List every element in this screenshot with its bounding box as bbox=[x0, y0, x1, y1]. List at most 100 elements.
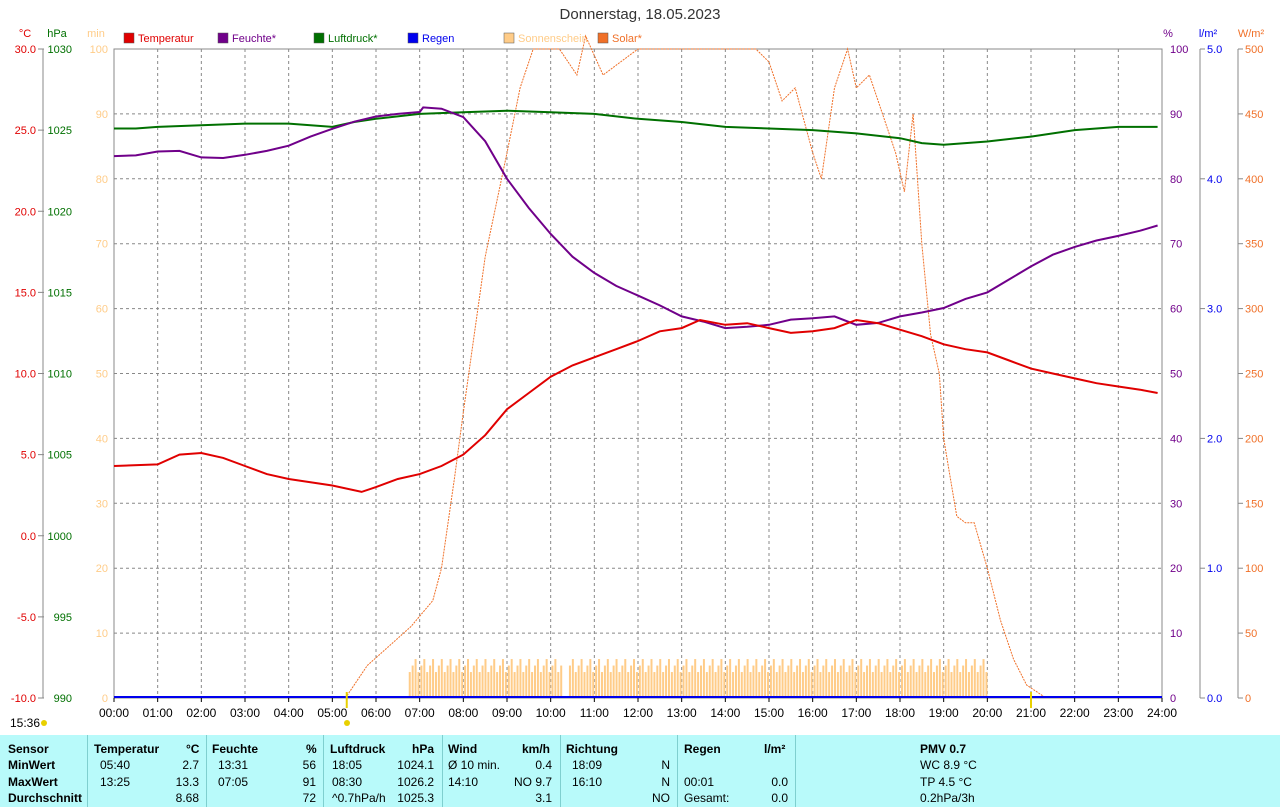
pressure-tick-label: 1005 bbox=[48, 450, 72, 462]
x-tick-label: 19:00 bbox=[929, 706, 959, 720]
sunshine-bar bbox=[790, 659, 793, 698]
sunshine-bar bbox=[734, 665, 737, 698]
sunshine-bar bbox=[624, 659, 627, 698]
sunshine-bar bbox=[536, 659, 539, 698]
x-tick-label: 24:00 bbox=[1147, 706, 1177, 720]
rain-tick-label: 0.0 bbox=[1207, 693, 1222, 705]
sunshine-bar bbox=[618, 672, 621, 698]
sunshine-bar bbox=[979, 665, 982, 698]
sunshine-bar bbox=[915, 672, 918, 698]
sunshine-bar bbox=[784, 672, 787, 698]
legend-label-humidity: Feuchte* bbox=[232, 33, 277, 45]
sunshine-bar bbox=[589, 659, 592, 698]
legend-label-temperature: Temperatur bbox=[138, 33, 194, 45]
header-direction: Richtung bbox=[566, 742, 618, 756]
sunshine-bar bbox=[799, 659, 802, 698]
x-tick-label: 22:00 bbox=[1060, 706, 1090, 720]
sunshine-bar bbox=[854, 672, 857, 698]
stat-press-val: 1025.3 bbox=[397, 791, 434, 805]
sunshine-bar bbox=[493, 659, 496, 698]
humidity-axis-unit: % bbox=[1163, 28, 1173, 40]
sunshine-bar bbox=[545, 659, 548, 698]
stat-dir-val: N bbox=[661, 758, 670, 772]
x-tick-label: 10:00 bbox=[536, 706, 566, 720]
sunshine-bar bbox=[892, 665, 895, 698]
pressure-tick-label: 1020 bbox=[48, 206, 72, 218]
sunshine-bar bbox=[953, 665, 956, 698]
solar-tick-label: 250 bbox=[1245, 369, 1263, 381]
sunshine-bar bbox=[781, 659, 784, 698]
statistics-panel: Sensor Temperatur °C Feuchte % Luftdruck… bbox=[0, 735, 1280, 807]
sunshine-bar bbox=[501, 659, 504, 698]
legend-swatch-rain bbox=[407, 32, 419, 44]
stat-hum-val: 72 bbox=[302, 791, 316, 805]
sunshine-bar bbox=[967, 672, 970, 698]
sunshine-bar bbox=[930, 659, 933, 698]
sunshine-bar bbox=[778, 665, 781, 698]
sunshine-bar bbox=[650, 659, 653, 698]
humidity-tick-label: 70 bbox=[1170, 239, 1182, 251]
column-separator bbox=[560, 735, 561, 807]
header-sensor: Sensor bbox=[8, 742, 49, 756]
humidity-line bbox=[113, 106, 1158, 330]
sunshine-bar bbox=[959, 672, 962, 698]
sunshine-bar bbox=[761, 665, 764, 698]
sunshine-tick-label: 0 bbox=[102, 693, 108, 705]
sunshine-bar bbox=[758, 672, 761, 698]
x-tick-label: 23:00 bbox=[1103, 706, 1133, 720]
sunshine-bar bbox=[603, 665, 606, 698]
humidity-tick-label: 40 bbox=[1170, 433, 1182, 445]
x-tick-label: 13:00 bbox=[667, 706, 697, 720]
sunshine-bar bbox=[729, 659, 732, 698]
pressure-tick-label: 1000 bbox=[48, 531, 72, 543]
solar-line bbox=[344, 34, 1062, 699]
sunshine-bar bbox=[714, 672, 717, 698]
header-temperature-unit: °C bbox=[186, 742, 200, 756]
sunshine-bar bbox=[481, 665, 484, 698]
sunshine-bar bbox=[682, 665, 685, 698]
solar-tick-label: 100 bbox=[1245, 563, 1263, 575]
column-separator bbox=[323, 735, 324, 807]
header-pressure-unit: hPa bbox=[412, 742, 435, 756]
sunshine-bar bbox=[673, 665, 676, 698]
humidity-tick-label: 0 bbox=[1170, 693, 1176, 705]
sunshine-bar bbox=[877, 659, 880, 698]
legend-label-rain: Regen bbox=[422, 33, 454, 45]
sunrise-dot bbox=[344, 720, 350, 726]
temperature-tick-label: 15.0 bbox=[15, 287, 36, 299]
stat-wind-label: 14:10 bbox=[448, 774, 479, 789]
sunshine-bar bbox=[423, 659, 426, 698]
sunshine-bar bbox=[499, 665, 502, 698]
sunshine-bar bbox=[490, 665, 493, 698]
stat-label: MinWert bbox=[8, 758, 56, 772]
sunshine-bar bbox=[822, 665, 825, 698]
stat-wind-val: 0.4 bbox=[535, 758, 552, 772]
legend-label-sunshine: Sonnenschein bbox=[518, 33, 588, 45]
humidity-tick-label: 30 bbox=[1170, 498, 1182, 510]
sunshine-bar bbox=[577, 665, 580, 698]
rain-tick-label: 3.0 bbox=[1207, 304, 1222, 316]
solar-tick-label: 200 bbox=[1245, 433, 1263, 445]
sunshine-bar bbox=[449, 659, 452, 698]
sunshine-bar bbox=[842, 659, 845, 698]
sunshine-bar bbox=[539, 672, 542, 698]
stat-press-time: 08:30 bbox=[332, 774, 363, 789]
sunshine-bar bbox=[927, 665, 930, 698]
sunshine-bar bbox=[848, 665, 851, 698]
sunshine-bar bbox=[542, 665, 545, 698]
time-dot bbox=[41, 720, 47, 726]
stat-rain-val: 0.0 bbox=[771, 791, 788, 805]
sunshine-bar bbox=[429, 665, 432, 698]
sunshine-tick-label: 50 bbox=[96, 369, 108, 381]
legend-swatch-humidity bbox=[217, 32, 229, 44]
solar-axis-unit: W/m² bbox=[1238, 28, 1265, 40]
sunshine-bar bbox=[583, 672, 586, 698]
stat-hum-val: 56 bbox=[302, 758, 316, 772]
sunshine-bar bbox=[705, 672, 708, 698]
sunshine-bar bbox=[752, 665, 755, 698]
x-tick-label: 07:00 bbox=[405, 706, 435, 720]
stat-label: Durchschnitt bbox=[8, 791, 83, 805]
humidity-tick-label: 10 bbox=[1170, 628, 1182, 640]
sunshine-bar bbox=[420, 665, 423, 698]
sunshine-bar bbox=[691, 665, 694, 698]
